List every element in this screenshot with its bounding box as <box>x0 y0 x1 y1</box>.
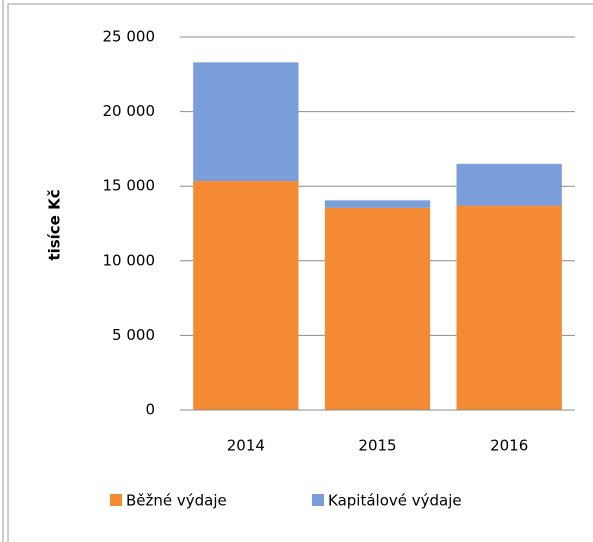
legend-swatch <box>110 494 122 506</box>
x-tick-label: 2015 <box>358 437 396 455</box>
y-tick-label: 10 000 <box>103 251 156 269</box>
bar-segment <box>456 163 562 206</box>
bar-segment <box>193 62 299 181</box>
legend-swatch <box>312 494 324 506</box>
y-tick-label: 0 <box>145 401 155 419</box>
legend-label: Běžné výdaje <box>126 492 227 510</box>
bar-segment <box>456 205 562 410</box>
x-tick-label: 2014 <box>227 437 265 455</box>
y-axis-title: tisíce Kč <box>46 189 64 260</box>
y-tick-label: 25 000 <box>103 28 156 46</box>
bar-segment <box>324 200 431 208</box>
y-tick-label: 5 000 <box>112 326 155 344</box>
bar-segment <box>193 180 299 410</box>
x-tick-label: 2016 <box>490 437 528 455</box>
legend-label: Kapitálové výdaje <box>328 492 462 510</box>
y-tick-label: 20 000 <box>103 102 156 120</box>
bar-segment <box>324 207 431 410</box>
y-tick-label: 15 000 <box>103 177 156 195</box>
